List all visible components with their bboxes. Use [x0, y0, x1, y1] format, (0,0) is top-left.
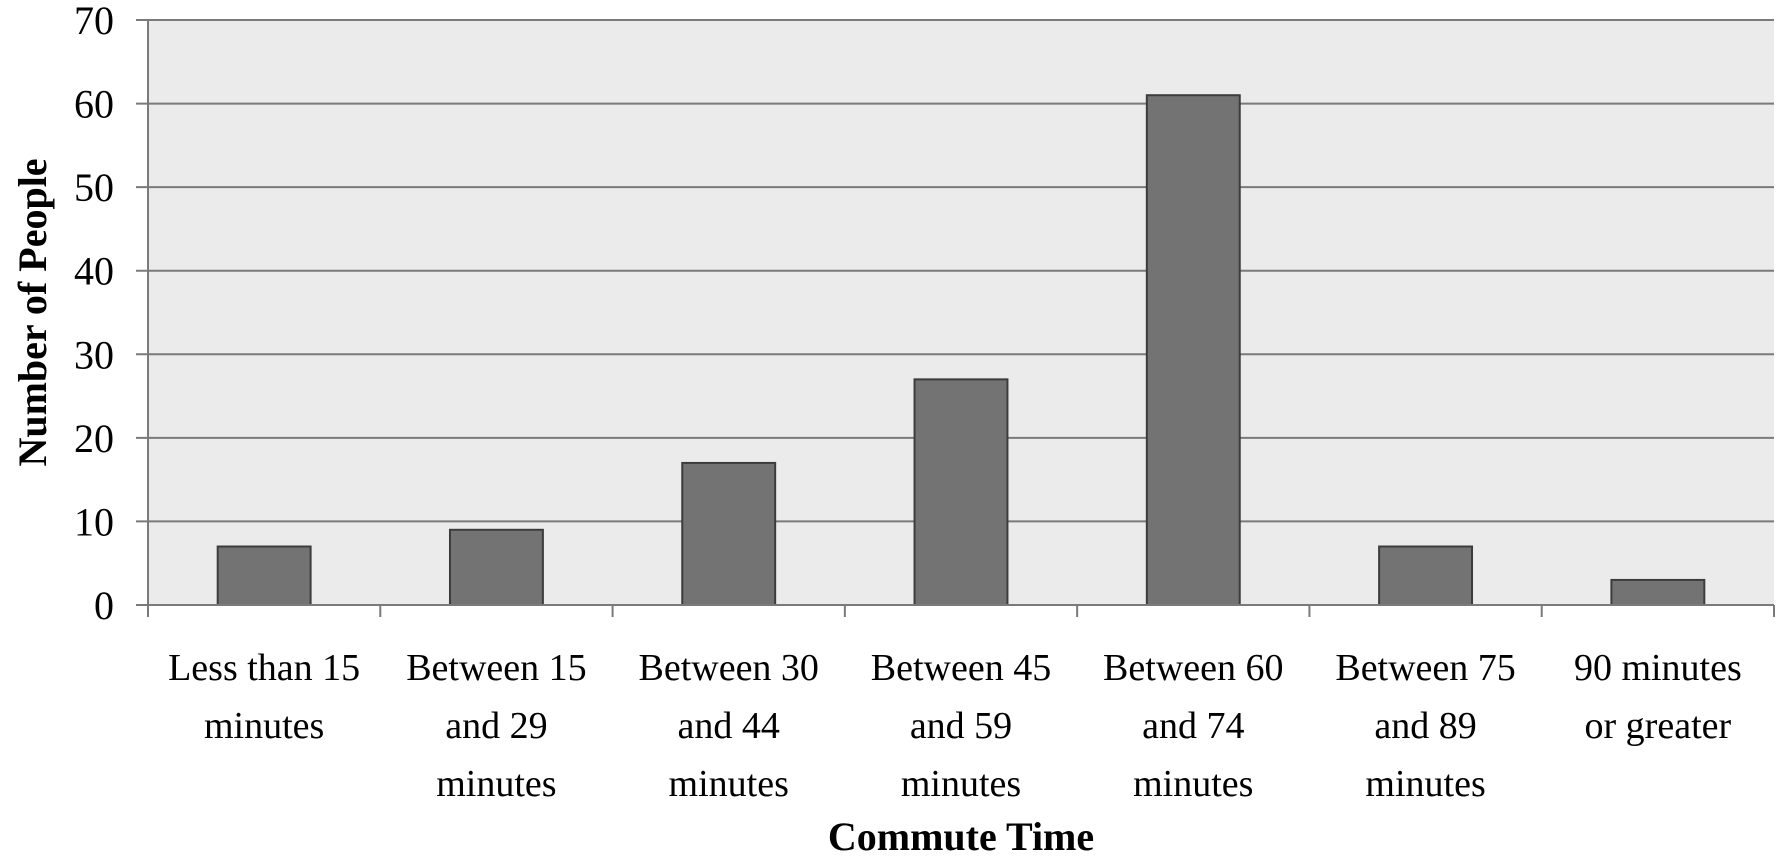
bar — [681, 461, 777, 606]
bar — [448, 528, 544, 606]
x-tick-labels: Less than 15 minutes Between 15 and 29 minut… — [168, 647, 1742, 805]
y-tick-label: 10 — [74, 499, 114, 544]
bar — [216, 545, 312, 606]
x-tick-label: Between 15 and 29 minutes — [406, 647, 586, 805]
bar — [1378, 545, 1474, 606]
x-tick-label: Between 60 and 74 minutes — [1103, 647, 1283, 805]
x-tick-label: Between 30 and 44 minutes — [638, 647, 818, 805]
y-tick-label: 40 — [74, 249, 114, 294]
x-tick-label: Between 45 and 59 minutes — [871, 647, 1051, 805]
y-tick-label: 60 — [74, 82, 114, 127]
x-tick-label: Less than 15 minutes — [168, 647, 360, 747]
bar — [1610, 578, 1706, 607]
y-axis-title: Number of People — [10, 158, 55, 466]
y-tick-label: 70 — [74, 0, 114, 43]
bars — [216, 94, 1706, 607]
x-tick-label: Between 75 and 89 minutes — [1335, 647, 1515, 805]
y-tick-labels: 0 10 20 30 40 50 60 70 — [74, 0, 114, 628]
bar — [913, 378, 1009, 606]
bar — [1145, 94, 1241, 606]
y-tick-label: 30 — [74, 332, 114, 377]
y-tick-label: 20 — [74, 416, 114, 461]
y-tick-label: 0 — [94, 583, 114, 628]
x-axis-title: Commute Time — [828, 814, 1094, 859]
x-tick-label: 90 minutes or greater — [1574, 647, 1742, 747]
y-tick-label: 50 — [74, 165, 114, 210]
axes — [147, 20, 1775, 617]
